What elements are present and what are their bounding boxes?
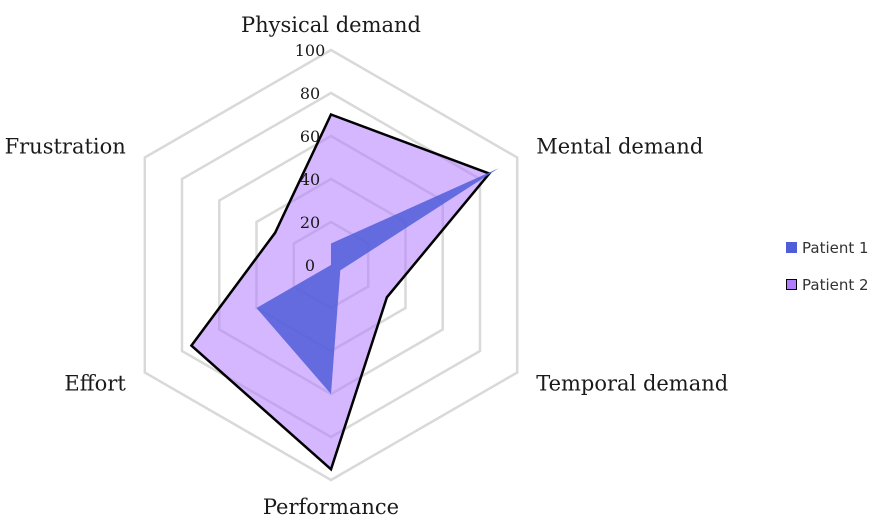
legend-item-patient-2: Patient 2 (786, 273, 869, 296)
legend-swatch-patient-1 (786, 242, 797, 253)
legend-label-patient-1: Patient 1 (802, 238, 869, 257)
radial-ticks: 0 20 40 60 80 100 (295, 41, 326, 275)
legend-swatch-patient-2 (786, 279, 797, 290)
series-area-2 (189, 112, 492, 472)
axis-label-effort: Effort (64, 372, 126, 396)
axis-label-mental-demand: Mental demand (536, 135, 703, 159)
series-area-1 (256, 168, 499, 394)
axis-label-temporal-demand: Temporal demand (536, 372, 728, 396)
axis-label-frustration: Frustration (5, 135, 126, 159)
tick-label-0: 0 (305, 256, 315, 275)
axis-label-physical-demand: Physical demand (241, 13, 421, 37)
tick-label-60: 60 (300, 127, 320, 146)
legend: Patient 1 Patient 2 (786, 236, 869, 310)
legend-item-patient-1: Patient 1 (786, 236, 869, 259)
grid-ring-5 (143, 48, 519, 482)
tick-label-40: 40 (300, 170, 320, 189)
legend-label-patient-2: Patient 2 (802, 275, 869, 294)
axis-label-performance: Performance (263, 495, 399, 515)
tick-label-20: 20 (300, 213, 320, 232)
radar-series (189, 112, 499, 472)
tick-label-80: 80 (300, 84, 320, 103)
axis-labels: Physical demand Mental demand Temporal dem… (5, 13, 729, 515)
tick-label-100: 100 (295, 41, 326, 60)
